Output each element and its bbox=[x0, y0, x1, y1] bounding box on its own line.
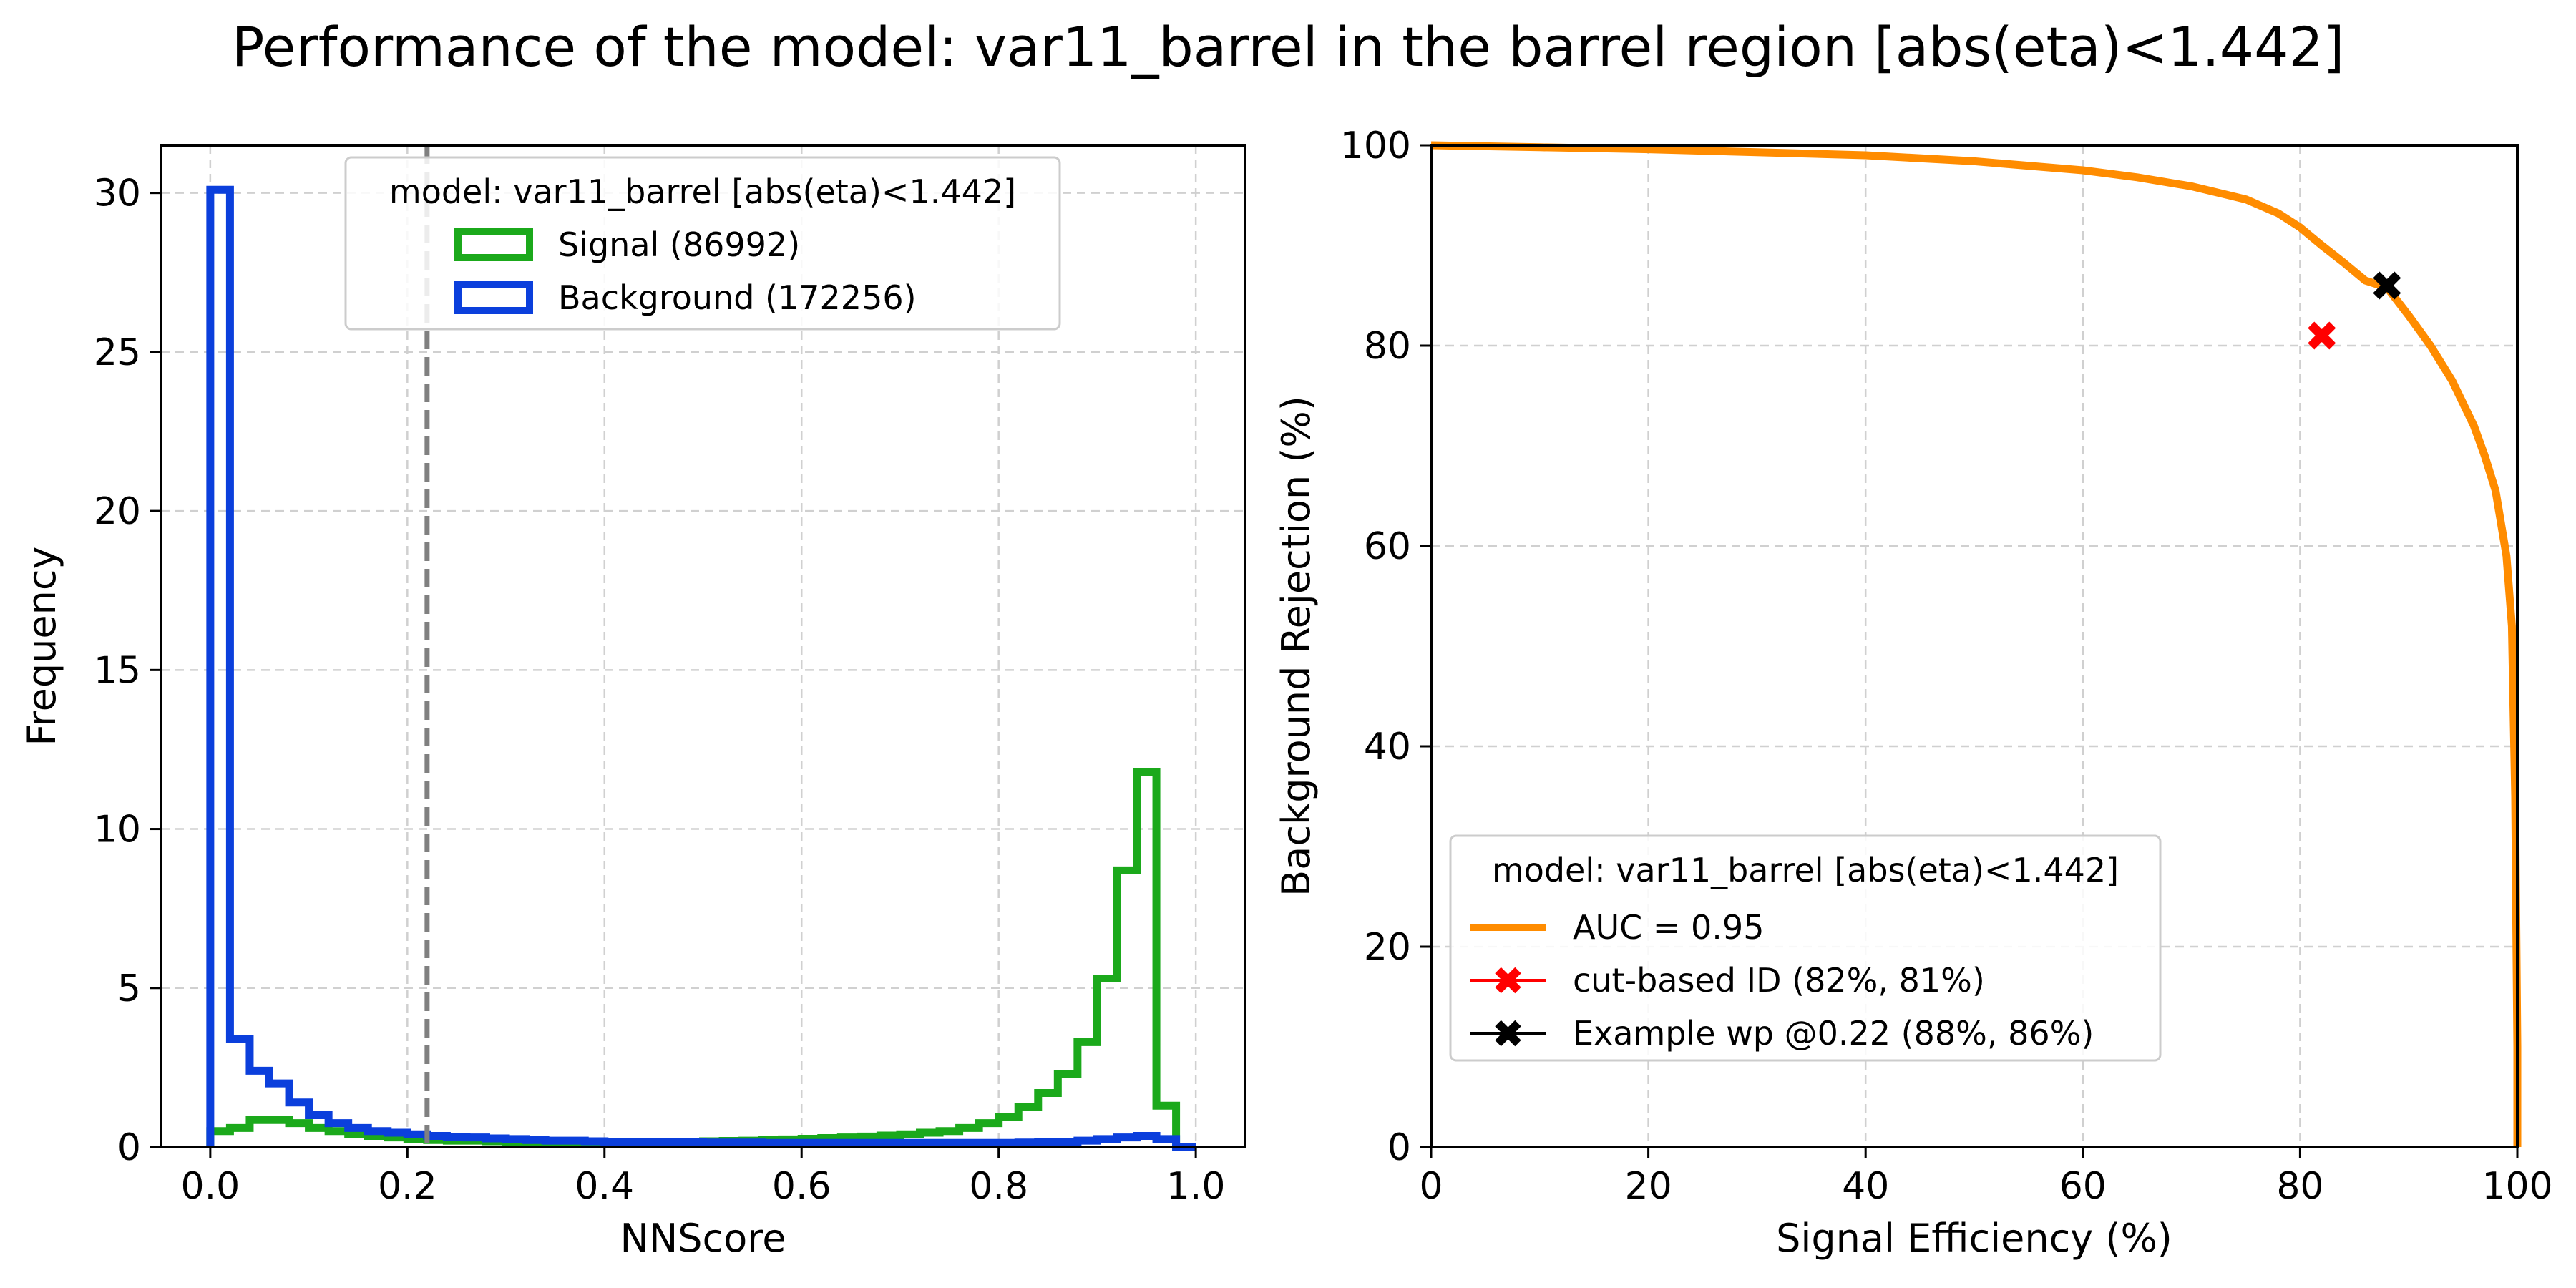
legend-handle-signal bbox=[454, 228, 533, 261]
y-tick-label: 5 bbox=[117, 967, 141, 1010]
legend-marker-cut-based bbox=[1495, 967, 1521, 994]
histogram-ticks: 0.0 0.2 0.4 0.6 0.8 1.0 0 5 10 15 20 25 30 bbox=[94, 172, 1226, 1208]
x-tick-label: 100 bbox=[2482, 1165, 2552, 1208]
roc-legend-title: model: var11_barrel [abs(eta)<1.442] bbox=[1492, 851, 2119, 889]
roc-panel: 0 20 40 60 80 100 0 20 40 60 80 100 Signal Efficien… bbox=[1274, 125, 2553, 1261]
x-tick-label: 20 bbox=[1625, 1165, 1672, 1208]
y-tick-label: 80 bbox=[1364, 325, 1411, 368]
legend-marker-glyph bbox=[1495, 1020, 1521, 1047]
x-tick-label: 0.4 bbox=[575, 1165, 634, 1208]
y-tick-label: 60 bbox=[1364, 525, 1411, 568]
x-tick-label: 0.8 bbox=[969, 1165, 1028, 1208]
legend-handle-background bbox=[454, 281, 533, 314]
roc-series bbox=[1430, 141, 2522, 1147]
x-tick-label: 60 bbox=[2059, 1165, 2107, 1208]
x-tick-label: 80 bbox=[2276, 1165, 2323, 1208]
y-tick-label: 10 bbox=[94, 809, 141, 852]
histogram-legend-title: model: var11_barrel [abs(eta)<1.442] bbox=[389, 172, 1016, 211]
legend-label-example-wp: Example wp @0.22 (88%, 86%) bbox=[1573, 1014, 2094, 1053]
histogram-frame bbox=[160, 144, 1246, 1148]
x-tick-label: 0.6 bbox=[772, 1165, 831, 1208]
legend-label-auc: AUC = 0.95 bbox=[1573, 908, 1764, 947]
x-tick-label: 1.0 bbox=[1166, 1165, 1226, 1208]
roc-x-axis-label: Signal Efficiency (%) bbox=[1776, 1216, 2172, 1261]
x-tick-label: 0.0 bbox=[181, 1165, 240, 1208]
x-tick-label: 40 bbox=[1842, 1165, 1889, 1208]
y-tick-label: 20 bbox=[94, 490, 141, 533]
y-tick-label: 30 bbox=[94, 172, 141, 215]
y-tick-label: 0 bbox=[1387, 1126, 1411, 1169]
legend-marker-example-wp bbox=[1495, 1020, 1521, 1047]
roc-ticks: 0 20 40 60 80 100 0 20 40 60 80 100 bbox=[1340, 125, 2553, 1208]
histogram-x-axis-label: NNScore bbox=[620, 1216, 786, 1261]
roc-frame bbox=[1430, 144, 2519, 1148]
legend-label-background: Background (172256) bbox=[558, 278, 917, 317]
y-tick-label: 100 bbox=[1340, 125, 1411, 167]
cut-based-marker bbox=[2308, 321, 2336, 350]
y-tick-label: 40 bbox=[1364, 726, 1411, 769]
example-wp-marker bbox=[2373, 271, 2401, 300]
roc-legend-box bbox=[1449, 834, 2162, 1062]
histogram-legend: model: var11_barrel [abs(eta)<1.442] Sig… bbox=[344, 156, 1061, 331]
roc-curve bbox=[1430, 141, 2522, 1147]
histogram-y-axis-label: Frequency bbox=[19, 547, 64, 746]
x-tick-label: 0 bbox=[1419, 1165, 1443, 1208]
y-tick-label: 20 bbox=[1364, 926, 1411, 969]
y-tick-label: 25 bbox=[94, 331, 141, 374]
legend-label-signal: Signal (86992) bbox=[558, 225, 800, 264]
histogram-series bbox=[206, 185, 1196, 1151]
legend-label-cut-based: cut-based ID (82%, 81%) bbox=[1573, 961, 1985, 1000]
histogram-panel: 0.0 0.2 0.4 0.6 0.8 1.0 0 5 10 15 20 25 30 NNScore F… bbox=[19, 144, 1246, 1261]
roc-y-axis-label: Background Rejection (%) bbox=[1274, 396, 1319, 897]
background-histogram bbox=[206, 185, 1196, 1151]
legend-marker-glyph bbox=[1495, 967, 1521, 994]
y-tick-label: 15 bbox=[94, 649, 141, 692]
y-tick-label: 0 bbox=[117, 1126, 141, 1169]
roc-legend: model: var11_barrel [abs(eta)<1.442] AUC… bbox=[1449, 834, 2162, 1062]
figure-title: Performance of the model: var11_barrel i… bbox=[232, 15, 2345, 79]
x-tick-label: 0.2 bbox=[378, 1165, 437, 1208]
